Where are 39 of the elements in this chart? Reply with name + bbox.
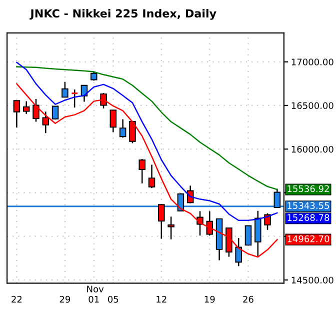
candlestick xyxy=(158,203,165,240)
candlestick xyxy=(22,100,30,114)
ref-line-label: 15343.55 xyxy=(288,202,329,209)
candlestick xyxy=(138,158,146,184)
x-tick-label: 26 xyxy=(243,296,254,303)
candlestick xyxy=(42,111,50,134)
candlestick xyxy=(244,225,252,246)
x-tick-label: 22 xyxy=(12,296,22,303)
candlestick xyxy=(70,88,78,108)
text: Nov xyxy=(87,286,104,292)
x-tick-label: 19 xyxy=(204,296,215,303)
candlestick xyxy=(264,212,271,231)
y-tick-label: 17000.00 xyxy=(292,58,334,66)
data-label: 15268.78 xyxy=(288,214,330,221)
candlestick xyxy=(235,237,242,267)
candlestick xyxy=(177,192,184,212)
y-tick-label: 14500.00 xyxy=(292,276,334,284)
candlestick xyxy=(13,100,20,128)
y-tick-label: 16000.00 xyxy=(292,146,334,153)
candlestick xyxy=(254,210,262,257)
x-tick-label: 12 xyxy=(156,296,166,303)
x-tick-label: 29 xyxy=(60,296,70,303)
line-series xyxy=(16,66,278,190)
x-tick-label: 05 xyxy=(108,296,118,303)
candlestick xyxy=(110,109,117,133)
data-label: 15536.92 xyxy=(288,185,329,192)
data-label: 14962.70 xyxy=(288,235,330,242)
y-tick-label: 16500.00 xyxy=(292,102,334,110)
candlestick xyxy=(148,164,156,189)
candlestick xyxy=(62,81,68,98)
candlestick xyxy=(90,70,98,82)
candlestick xyxy=(100,92,107,110)
candlestick xyxy=(32,98,40,122)
candlestick xyxy=(119,118,126,138)
candlestick xyxy=(168,216,174,240)
chart-title: JNKC - Nikkei 225 Index, Daily xyxy=(30,8,216,20)
candlestick xyxy=(52,106,59,120)
x-tick-label: 01 xyxy=(88,296,99,303)
candlestick xyxy=(274,188,281,208)
